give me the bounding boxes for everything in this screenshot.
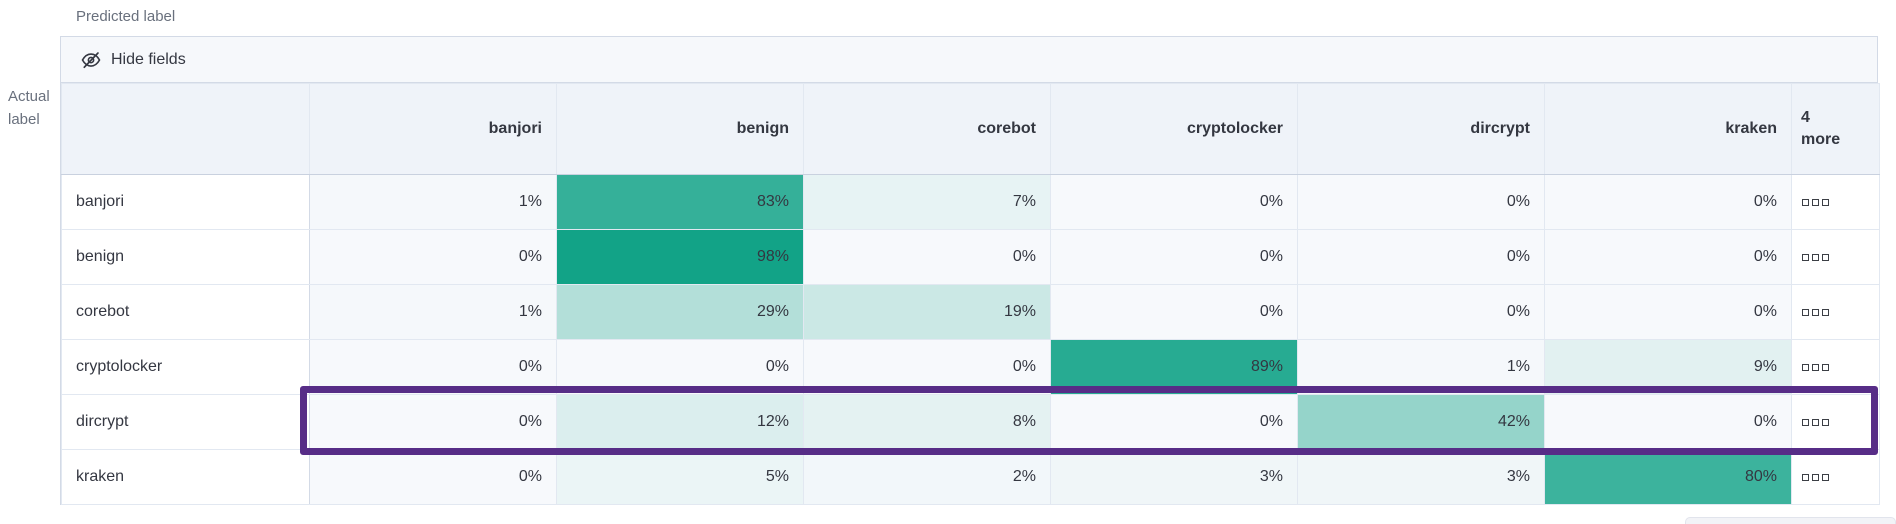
matrix-cell[interactable]: 0% bbox=[1297, 174, 1545, 230]
matrix-cell[interactable]: 29% bbox=[556, 284, 804, 340]
matrix-cell[interactable]: 0% bbox=[1050, 284, 1298, 340]
matrix-cell[interactable]: 1% bbox=[309, 284, 557, 340]
matrix-cell[interactable]: 0% bbox=[1297, 284, 1545, 340]
table-row-corebot: corebot 1% 29% 19% 0% 0% 0% bbox=[61, 284, 1880, 340]
grid-toolbar: Hide fields bbox=[61, 37, 1877, 83]
matrix-cell[interactable]: 5% bbox=[556, 449, 804, 505]
row-actions-cell bbox=[1791, 229, 1880, 285]
row-label-benign: benign bbox=[61, 229, 310, 285]
row-label-corebot: corebot bbox=[61, 284, 310, 340]
row-actions-cell bbox=[1791, 174, 1880, 230]
more-columns-header[interactable]: 4 more bbox=[1791, 83, 1880, 175]
matrix-cell[interactable]: 0% bbox=[803, 229, 1051, 285]
matrix-cell[interactable]: 0% bbox=[1050, 174, 1298, 230]
matrix-cell[interactable]: 3% bbox=[1050, 449, 1298, 505]
column-header-corebot: corebot bbox=[803, 83, 1051, 175]
column-header-cryptolocker: cryptolocker bbox=[1050, 83, 1298, 175]
matrix-cell[interactable]: 8% bbox=[803, 394, 1051, 450]
horizontal-scrollbar[interactable] bbox=[1685, 517, 1896, 524]
matrix-cell[interactable]: 1% bbox=[309, 174, 557, 230]
matrix-cell[interactable]: 0% bbox=[1050, 229, 1298, 285]
column-header-row: banjori benign corebot cryptolocker dircrypt… bbox=[61, 83, 1880, 175]
row-label-kraken: kraken bbox=[61, 449, 310, 505]
hide-fields-button[interactable]: Hide fields bbox=[81, 50, 186, 70]
row-label-dircrypt: dircrypt bbox=[61, 394, 310, 450]
matrix-cell[interactable]: 0% bbox=[309, 229, 557, 285]
eye-closed-icon bbox=[81, 50, 101, 70]
table-row-banjori: banjori 1% 83% 7% 0% 0% 0% bbox=[61, 174, 1880, 230]
boxes-horizontal-icon[interactable] bbox=[1802, 254, 1829, 261]
row-actions-cell bbox=[1791, 449, 1880, 505]
matrix-cell[interactable]: 42% bbox=[1297, 394, 1545, 450]
matrix-cell[interactable]: 83% bbox=[556, 174, 804, 230]
matrix-cell[interactable]: 0% bbox=[803, 339, 1051, 395]
row-label-banjori: banjori bbox=[61, 174, 310, 230]
table-row-cryptolocker: cryptolocker 0% 0% 0% 89% 1% 9% bbox=[61, 339, 1880, 395]
row-actions-cell bbox=[1791, 284, 1880, 340]
row-actions-cell bbox=[1791, 394, 1880, 450]
table-row-dircrypt: dircrypt 0% 12% 8% 0% 42% 0% bbox=[61, 394, 1880, 450]
matrix-cell[interactable]: 0% bbox=[1544, 394, 1792, 450]
row-actions-cell bbox=[1791, 339, 1880, 395]
matrix-cell[interactable]: 9% bbox=[1544, 339, 1792, 395]
data-grid: Hide fields banjori benign corebot cryptolo… bbox=[60, 36, 1880, 505]
matrix-cell[interactable]: 12% bbox=[556, 394, 804, 450]
matrix-cell[interactable]: 1% bbox=[1297, 339, 1545, 395]
matrix-cell[interactable]: 7% bbox=[803, 174, 1051, 230]
matrix-cell[interactable]: 19% bbox=[803, 284, 1051, 340]
matrix-cell[interactable]: 2% bbox=[803, 449, 1051, 505]
matrix-cell[interactable]: 0% bbox=[1544, 229, 1792, 285]
matrix-cell[interactable]: 3% bbox=[1297, 449, 1545, 505]
table-row-benign: benign 0% 98% 0% 0% 0% 0% bbox=[61, 229, 1880, 285]
boxes-horizontal-icon[interactable] bbox=[1802, 474, 1829, 481]
column-header-banjori: banjori bbox=[309, 83, 557, 175]
actual-axis-label: Actual label bbox=[8, 88, 50, 128]
matrix-cell[interactable]: 98% bbox=[556, 229, 804, 285]
corner-header-cell bbox=[61, 83, 310, 175]
matrix-cell[interactable]: 0% bbox=[556, 339, 804, 395]
matrix-cell[interactable]: 0% bbox=[309, 394, 557, 450]
predicted-axis-label: Predicted label bbox=[76, 8, 176, 25]
column-header-benign: benign bbox=[556, 83, 804, 175]
matrix-cell[interactable]: 0% bbox=[309, 449, 557, 505]
boxes-horizontal-icon[interactable] bbox=[1802, 419, 1829, 426]
matrix-cell[interactable]: 0% bbox=[1544, 174, 1792, 230]
hide-fields-label: Hide fields bbox=[111, 50, 186, 68]
matrix-cell[interactable]: 0% bbox=[309, 339, 557, 395]
matrix-cell[interactable]: 0% bbox=[1050, 394, 1298, 450]
matrix-cell[interactable]: 80% bbox=[1544, 449, 1792, 505]
boxes-horizontal-icon[interactable] bbox=[1802, 309, 1829, 316]
boxes-horizontal-icon[interactable] bbox=[1802, 199, 1829, 206]
column-header-kraken: kraken bbox=[1544, 83, 1792, 175]
matrix-cell[interactable]: 0% bbox=[1544, 284, 1792, 340]
confusion-matrix-table: banjori benign corebot cryptolocker dircrypt… bbox=[61, 83, 1880, 505]
matrix-cell[interactable]: 89% bbox=[1050, 339, 1298, 395]
row-label-cryptolocker: cryptolocker bbox=[61, 339, 310, 395]
column-header-dircrypt: dircrypt bbox=[1297, 83, 1545, 175]
matrix-cell[interactable]: 0% bbox=[1297, 229, 1545, 285]
boxes-horizontal-icon[interactable] bbox=[1802, 364, 1829, 371]
table-row-kraken: kraken 0% 5% 2% 3% 3% 80% bbox=[61, 449, 1880, 505]
